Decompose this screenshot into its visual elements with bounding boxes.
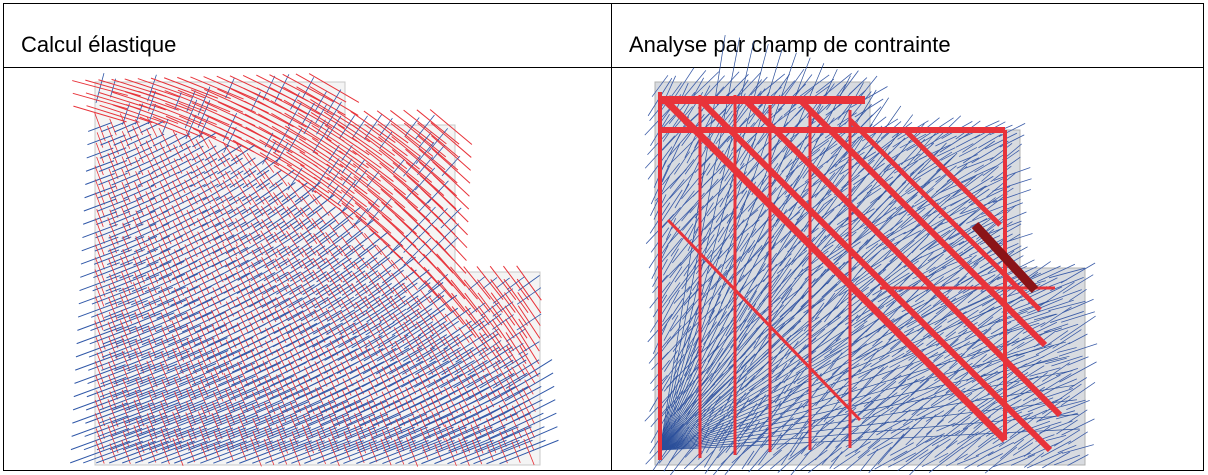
figures [0,0,1208,475]
elastic-figure [70,73,558,466]
strut-figure [645,35,1097,475]
